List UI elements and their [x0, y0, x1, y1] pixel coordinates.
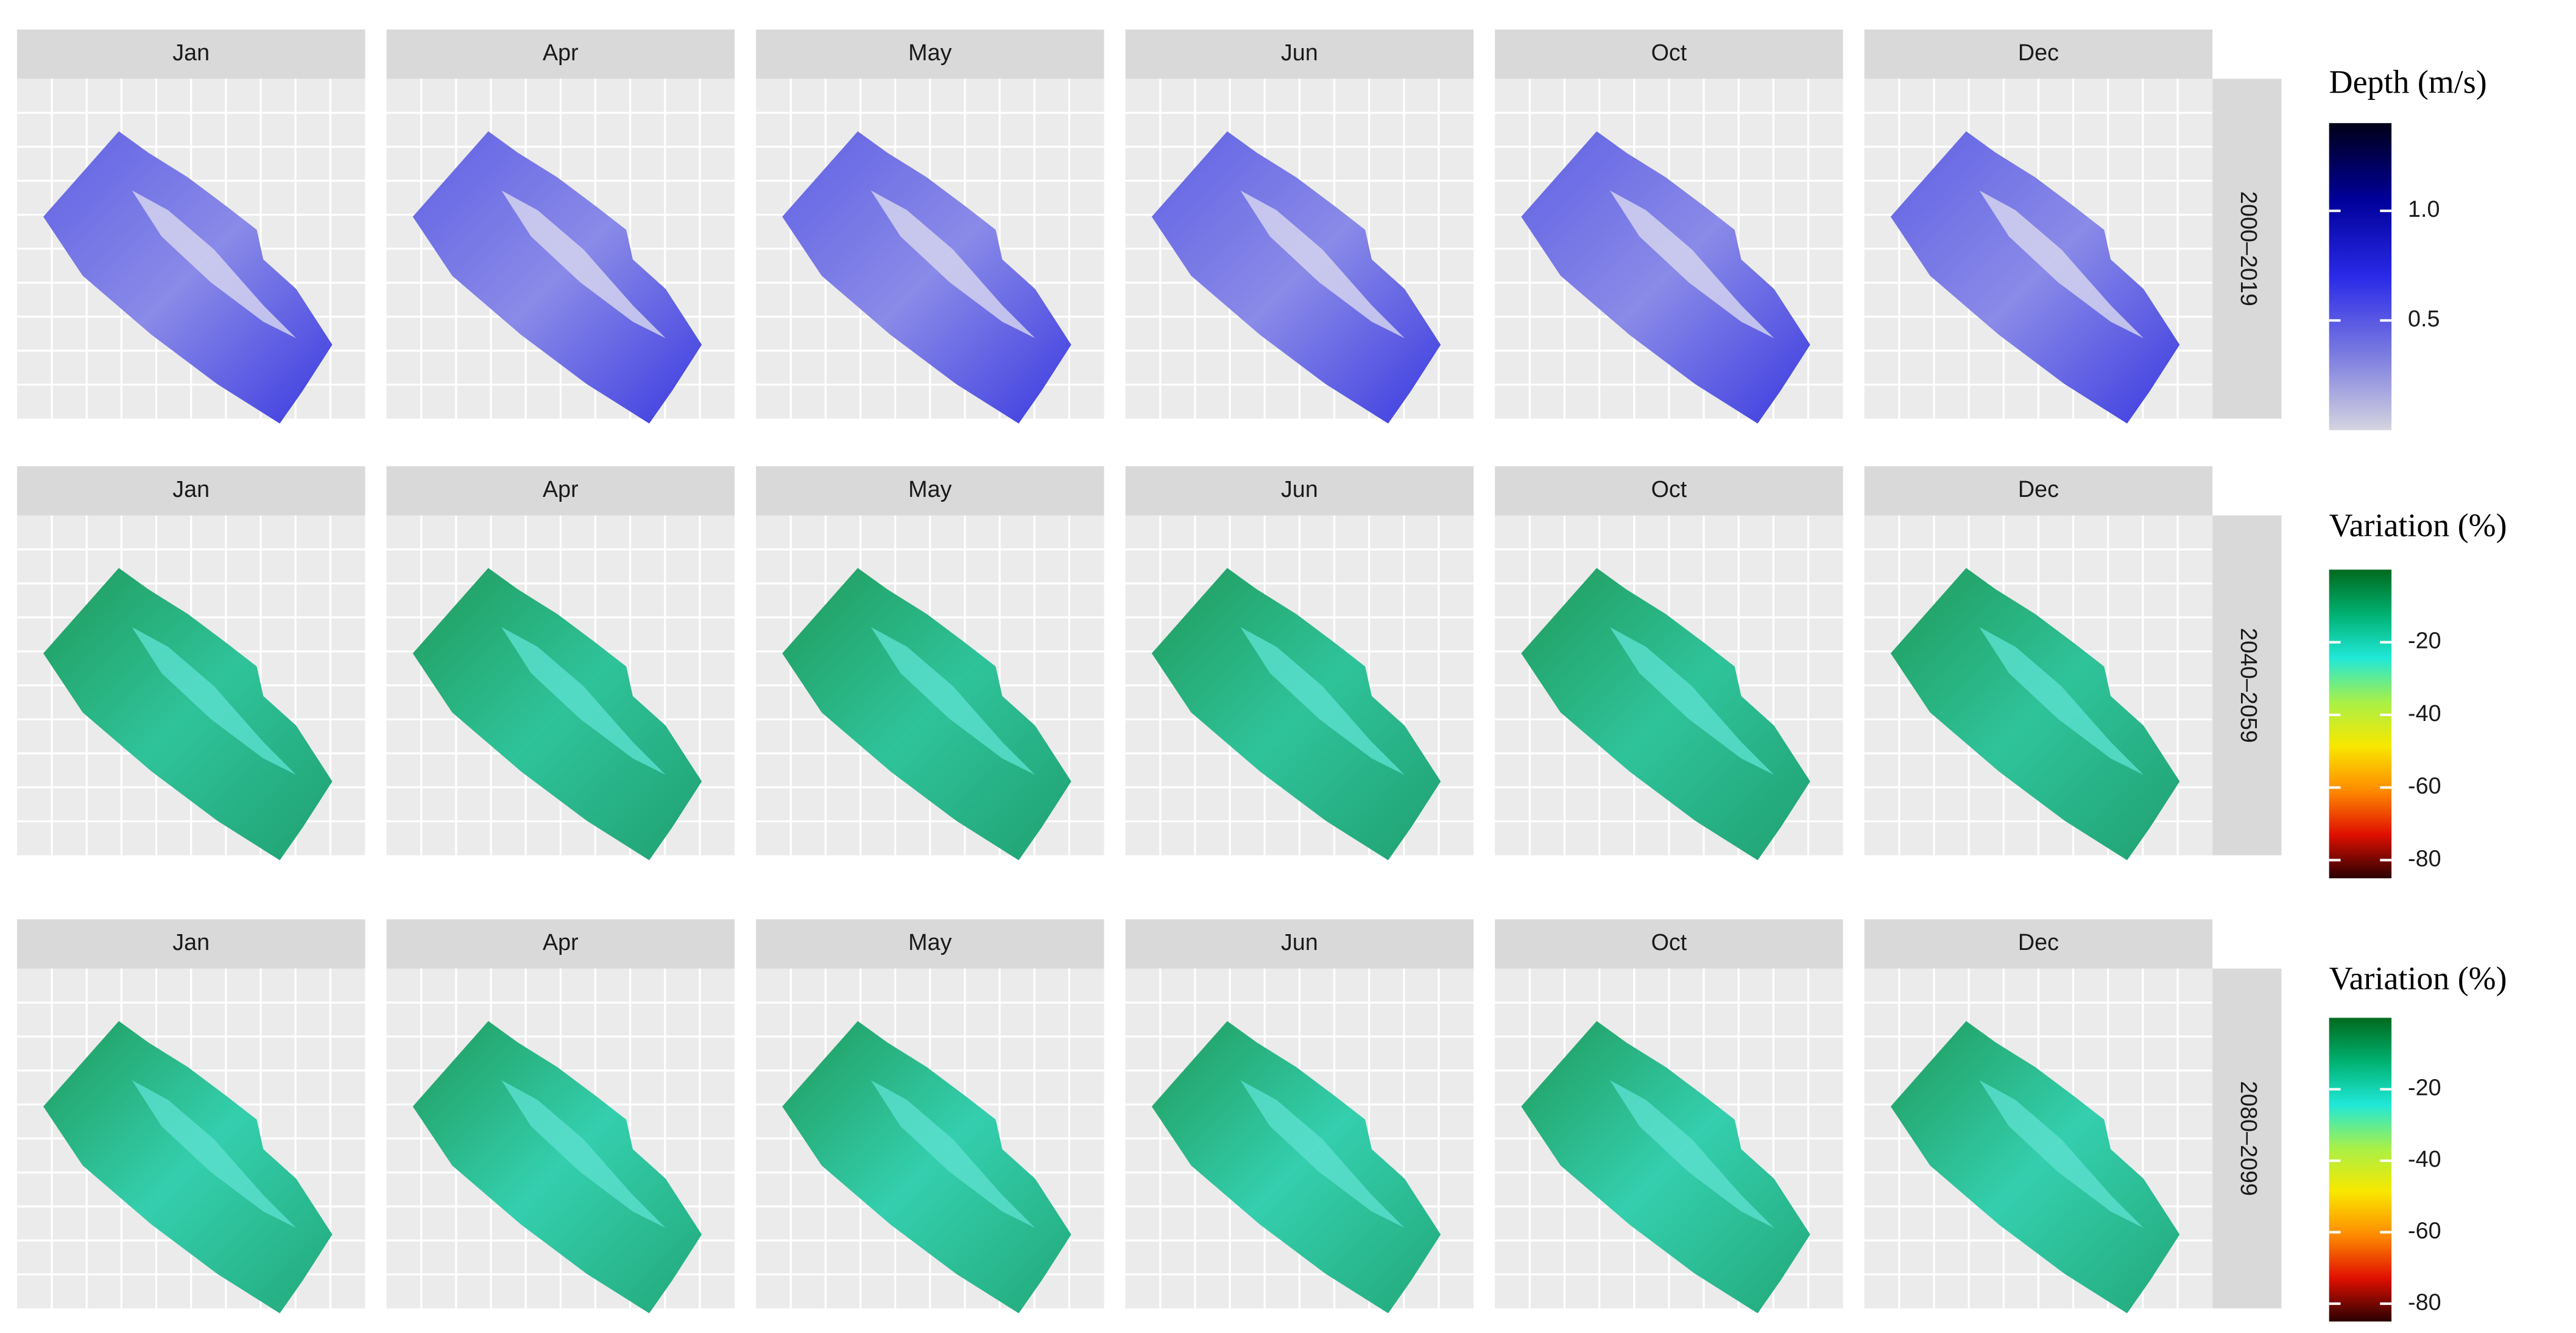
strip-label: Dec — [2018, 929, 2059, 955]
strip — [1495, 29, 1843, 79]
strip-label: Jan — [172, 476, 210, 502]
river-map — [1521, 131, 1810, 424]
strip — [1864, 919, 2213, 969]
river-channel — [132, 627, 297, 775]
river-map — [412, 1021, 702, 1314]
river-map — [43, 568, 333, 860]
legend-tick-label: -20 — [2408, 1075, 2441, 1100]
legend-tick-label: -40 — [2408, 700, 2441, 726]
river-channel — [1240, 627, 1405, 775]
river-channel — [132, 190, 297, 339]
strip-label: May — [908, 40, 951, 65]
strip — [16, 919, 365, 969]
strip-label: Jun — [1281, 476, 1318, 502]
strip — [756, 29, 1104, 79]
river-map — [1151, 131, 1441, 424]
river-channel — [870, 1080, 1036, 1228]
strip-label: Jun — [1281, 929, 1318, 955]
strip-label: Apr — [543, 476, 579, 502]
river-map — [782, 131, 1071, 424]
river-map — [782, 1021, 1071, 1314]
river-map — [1890, 1021, 2180, 1314]
river-map — [412, 568, 702, 860]
period-strip — [2212, 968, 2282, 1309]
strip — [1495, 466, 1843, 516]
river-map — [43, 1021, 333, 1314]
strip — [386, 919, 735, 969]
strip — [756, 466, 1104, 516]
strip — [756, 919, 1104, 969]
strip — [386, 29, 735, 79]
legend-tick-label: 0.5 — [2408, 306, 2440, 331]
period-label: 2040–2059 — [2236, 628, 2262, 743]
strip-label: Jun — [1281, 40, 1318, 65]
period-label: 2000–2019 — [2236, 191, 2262, 306]
legend-tick-label: -60 — [2408, 1217, 2441, 1243]
strip — [16, 466, 365, 516]
legend-tick-label: 1.0 — [2408, 196, 2440, 222]
strip — [386, 466, 735, 516]
strip-label: Jan — [172, 929, 210, 955]
river-channel — [870, 190, 1036, 339]
period-label: 2080–2099 — [2236, 1081, 2262, 1196]
strip-label: Oct — [1651, 476, 1687, 502]
legend-title: Variation (%) — [2329, 960, 2507, 996]
strip — [16, 29, 365, 79]
river-channel — [870, 627, 1036, 775]
strip-label: Jan — [172, 40, 210, 65]
river-channel — [132, 1080, 297, 1228]
river-channel — [1979, 190, 2144, 339]
river-channel — [501, 190, 666, 339]
river-channel — [1609, 1080, 1774, 1228]
river-channel — [1609, 190, 1774, 339]
river-map — [1890, 568, 2180, 860]
river-map — [1521, 1021, 1810, 1314]
river-map — [1151, 568, 1441, 860]
river-map — [782, 568, 1071, 860]
strip-label: May — [908, 929, 951, 955]
river-map — [1521, 568, 1810, 860]
period-strip — [2212, 515, 2282, 856]
strip-label: Dec — [2018, 40, 2059, 65]
strip — [1864, 466, 2213, 516]
legend-tick-label: -60 — [2408, 773, 2441, 798]
strip — [1125, 919, 1474, 969]
strip-label: Apr — [543, 929, 579, 955]
river-map — [43, 131, 333, 424]
legend-tick-label: -80 — [2408, 845, 2441, 871]
strip-label: Dec — [2018, 476, 2059, 502]
river-channel — [501, 1080, 666, 1228]
strip — [1864, 29, 2213, 79]
river-channel — [1240, 190, 1405, 339]
strip — [1495, 919, 1843, 969]
legend-tick-label: -20 — [2408, 628, 2441, 653]
colorbar — [2329, 1018, 2392, 1322]
legend-title: Depth (m/s) — [2329, 64, 2487, 100]
river-channel — [501, 627, 666, 775]
river-channel — [1240, 1080, 1405, 1228]
legend-tick-label: -40 — [2408, 1146, 2441, 1172]
strip — [1125, 29, 1474, 79]
period-strip — [2212, 79, 2282, 419]
colorbar — [2329, 123, 2392, 431]
river-channel — [1609, 627, 1774, 775]
strip-label: Apr — [543, 40, 579, 65]
river-map — [412, 131, 702, 424]
strip-label: May — [908, 476, 951, 502]
strip — [1125, 466, 1474, 516]
river-channel — [1979, 627, 2144, 775]
river-channel — [1979, 1080, 2144, 1228]
strip-label: Oct — [1651, 40, 1687, 65]
river-map — [1151, 1021, 1441, 1314]
legend-tick-label: -80 — [2408, 1289, 2441, 1315]
colorbar — [2329, 569, 2392, 879]
legend-title: Variation (%) — [2329, 507, 2507, 543]
strip-label: Oct — [1651, 929, 1687, 955]
river-map — [1890, 131, 2180, 424]
